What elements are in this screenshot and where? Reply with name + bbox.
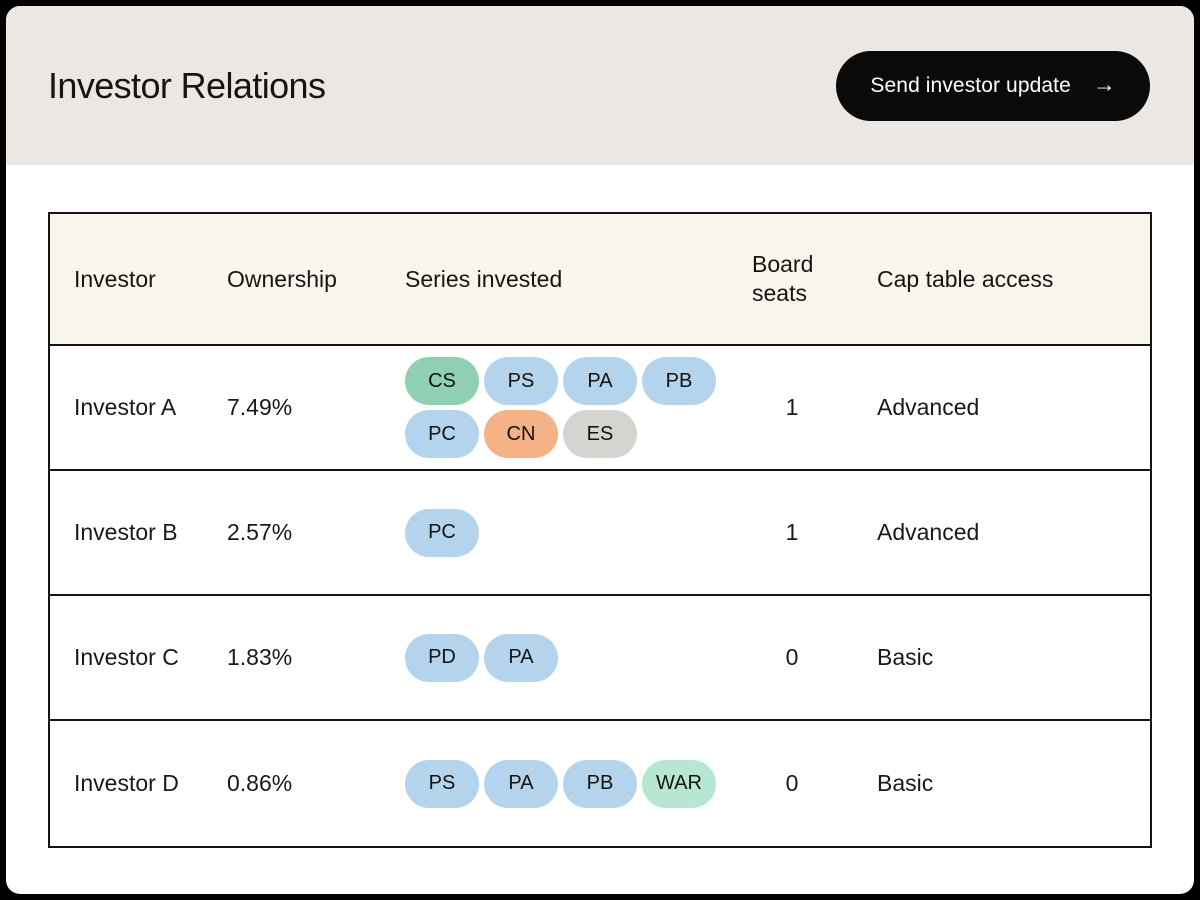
board-seats-cell: 0	[752, 770, 877, 797]
investor-name: Investor B	[74, 519, 178, 545]
cap-table-access-value: Basic	[877, 644, 934, 670]
investor-name: Investor C	[74, 644, 179, 670]
investor-relations-panel: Investor Relations Send investor update …	[6, 6, 1194, 894]
column-header-ownership: Ownership	[227, 265, 337, 292]
column-header-cap-table-access: Cap table access	[877, 265, 1054, 292]
series-badge-cn: CN	[484, 410, 558, 458]
series-badge-pb: PB	[642, 357, 716, 405]
series-badge-cs: CS	[405, 357, 479, 405]
ownership-value: 1.83%	[227, 644, 293, 670]
column-header-series-invested-label: Series invested	[405, 265, 563, 292]
cap-table-access-value: Advanced	[877, 394, 980, 420]
series-badge-pa: PA	[484, 759, 558, 808]
board-seats-value: 1	[785, 394, 799, 420]
ownership-value: 2.57%	[227, 519, 293, 545]
series-badge-pa: PA	[563, 357, 637, 405]
series-badge-pb: PB	[563, 759, 637, 808]
page-header: Investor Relations Send investor update …	[6, 6, 1194, 165]
column-header-board-seats: Board seats	[752, 250, 877, 308]
send-investor-update-label: Send investor update	[870, 73, 1071, 97]
series-badge-pd: PD	[405, 633, 479, 682]
table-row-investor-a: Investor A 7.49% CS PS PA PB PC CN ES 1 …	[50, 346, 1150, 471]
cap-table-access-value: Basic	[877, 770, 934, 796]
send-investor-update-button[interactable]: Send investor update →	[836, 50, 1150, 121]
series-badge-es: ES	[563, 410, 637, 458]
column-header-series-invested: Series invested	[405, 266, 752, 293]
board-seats-cell: 1	[752, 519, 877, 546]
board-seats-value: 0	[785, 770, 799, 796]
table-row-investor-d: Investor D 0.86% PS PA PB WAR 0 Basic	[50, 721, 1150, 846]
series-badge-war: WAR	[642, 759, 716, 808]
board-seats-value: 1	[785, 519, 799, 545]
series-invested-cell: PD PA	[405, 633, 752, 682]
arrow-right-icon: →	[1092, 71, 1116, 97]
series-invested-cell: PC	[405, 508, 752, 557]
board-seats-value: 0	[785, 644, 799, 670]
series-invested-cell: CS PS PA PB PC CN ES	[405, 357, 752, 458]
page-title: Investor Relations	[48, 64, 326, 106]
series-badge-ps: PS	[405, 759, 479, 808]
series-badge-pc: PC	[405, 508, 479, 557]
table-row-investor-c: Investor C 1.83% PD PA 0 Basic	[50, 596, 1150, 721]
cap-table-access-value: Advanced	[877, 519, 980, 545]
ownership-value: 7.49%	[227, 394, 293, 420]
board-seats-cell: 1	[752, 394, 877, 421]
ownership-value: 0.86%	[227, 770, 293, 796]
table-header-row: Investor Ownership Series invested Board…	[50, 214, 1150, 346]
series-badge-pa: PA	[484, 633, 558, 682]
series-badge-pc: PC	[405, 410, 479, 458]
series-invested-cell: PS PA PB WAR	[405, 759, 752, 808]
investor-name: Investor A	[74, 394, 177, 420]
board-seats-cell: 0	[752, 644, 877, 671]
investors-table: Investor Ownership Series invested Board…	[48, 212, 1152, 848]
column-header-investor: Investor	[74, 265, 156, 292]
table-row-investor-b: Investor B 2.57% PC 1 Advanced	[50, 471, 1150, 596]
column-header-board-seats-label: Board seats	[752, 251, 814, 306]
investor-name: Investor D	[74, 770, 179, 796]
series-badge-ps: PS	[484, 357, 558, 405]
